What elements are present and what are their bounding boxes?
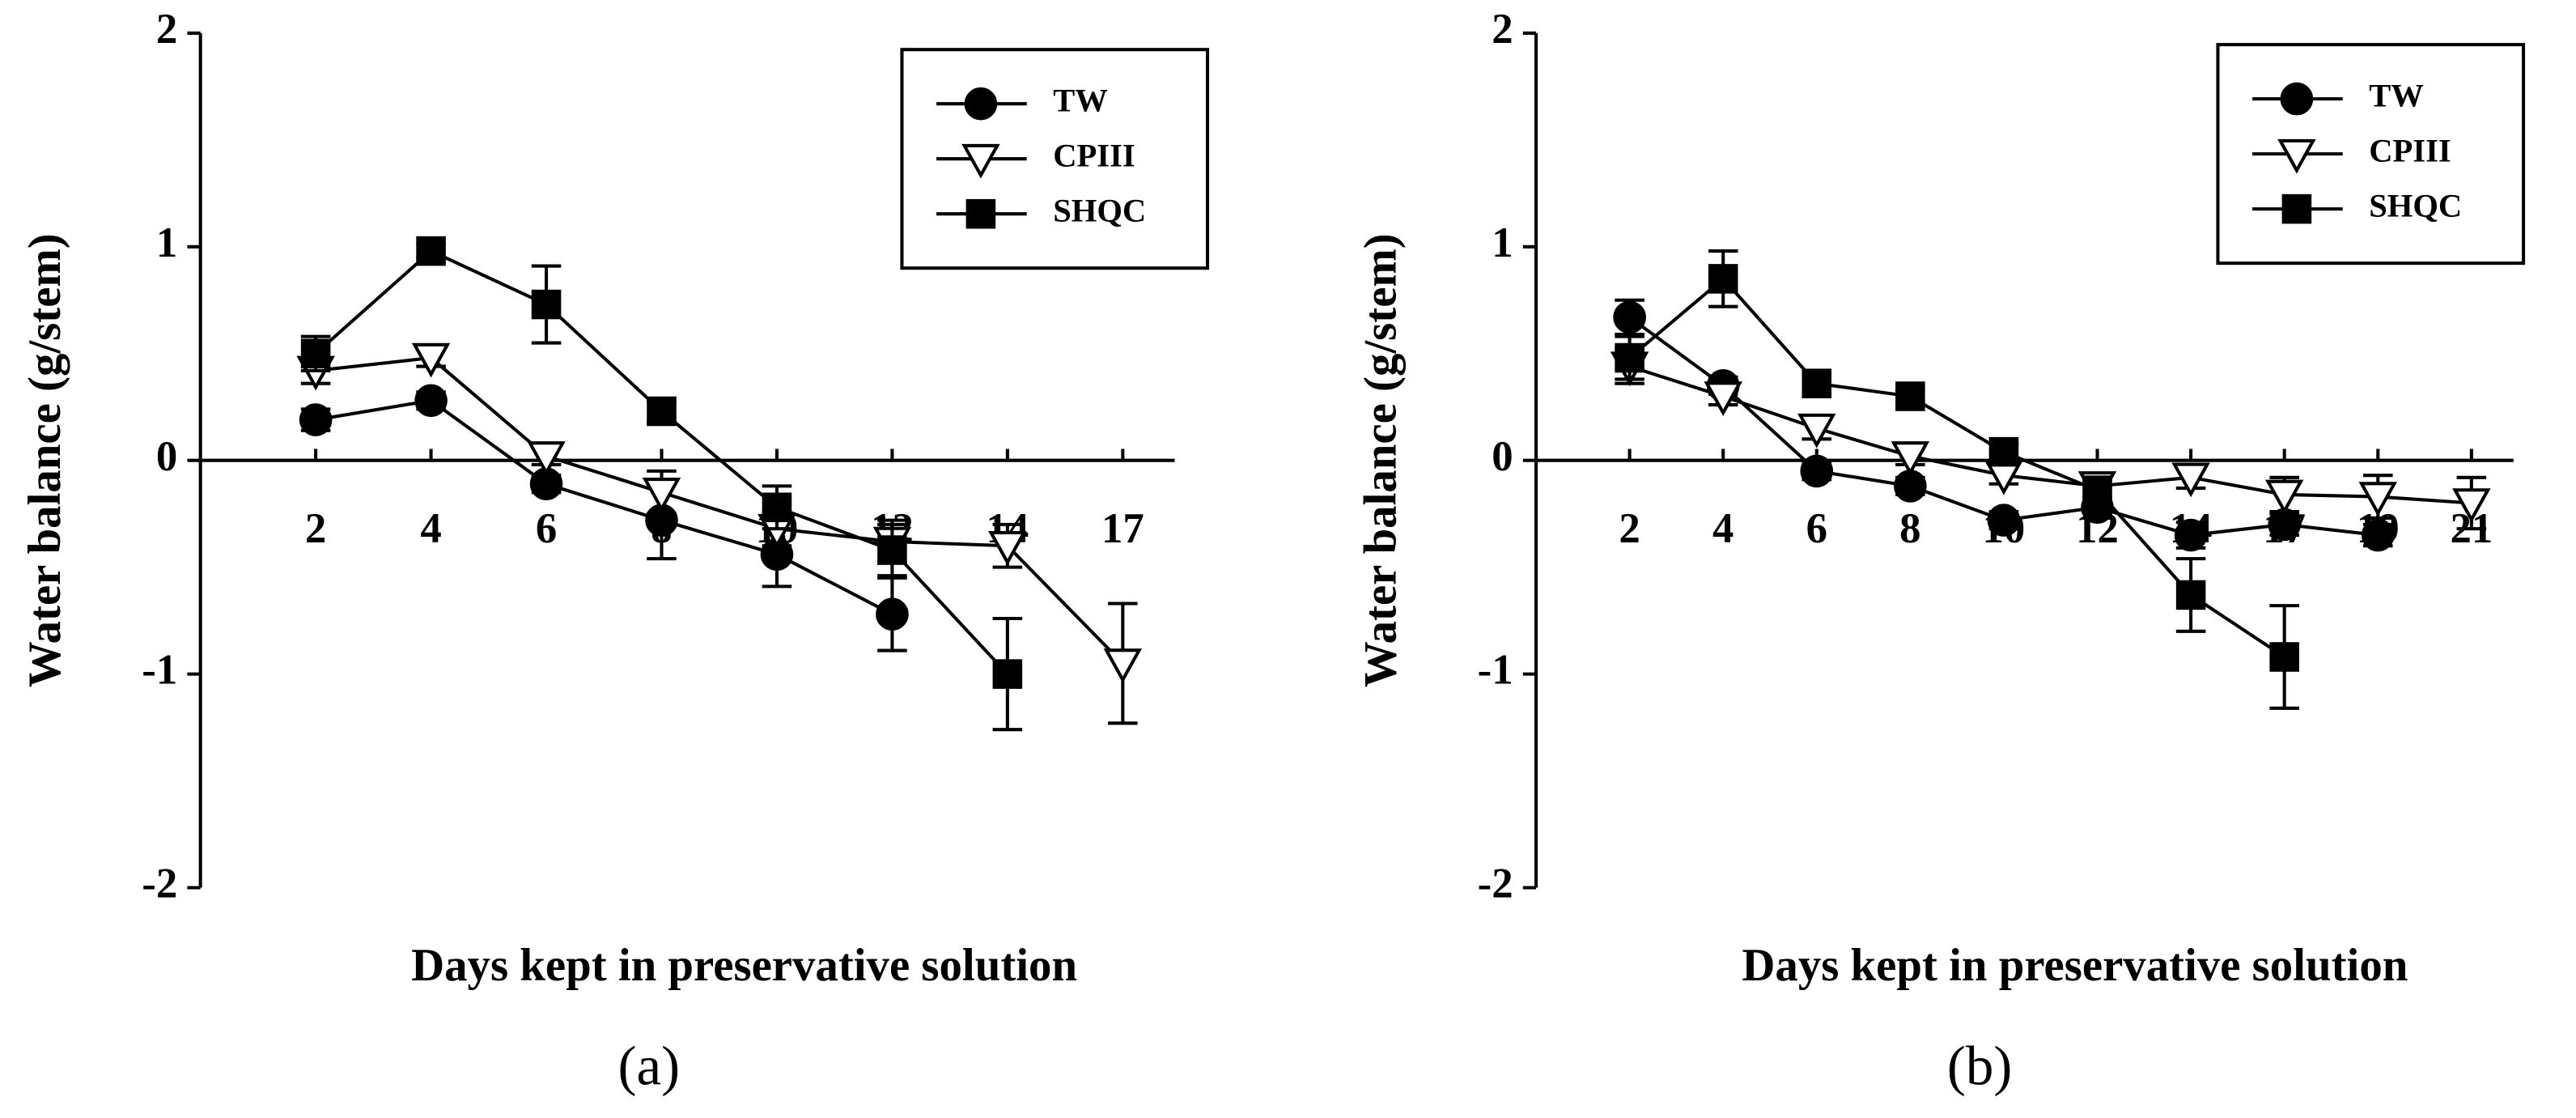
marker <box>992 659 1023 689</box>
marker <box>2171 462 2210 498</box>
marker <box>416 236 446 266</box>
legend-label: SHQC <box>1053 193 1146 229</box>
series-line <box>1628 364 2472 505</box>
marker <box>2175 580 2206 610</box>
marker <box>1895 381 1925 411</box>
marker <box>2264 479 2304 515</box>
x-tick-label: 6 <box>536 505 557 552</box>
marker <box>414 384 448 418</box>
x-tick-label: 2 <box>305 505 326 552</box>
marker <box>2269 642 2299 672</box>
marker <box>1615 342 1644 373</box>
marker <box>2361 518 2395 552</box>
marker <box>2277 138 2316 174</box>
y-tick-label: -2 <box>1478 861 1513 908</box>
marker <box>411 342 451 378</box>
marker <box>2280 82 2314 116</box>
y-tick-label: -2 <box>142 861 177 908</box>
y-tick-label: 0 <box>156 433 177 480</box>
x-tick-label: 4 <box>1712 505 1734 552</box>
y-tick-label: -1 <box>142 647 177 694</box>
marker <box>2452 488 2491 523</box>
marker <box>1613 300 1646 334</box>
marker <box>1802 368 1832 398</box>
legend-label: TW <box>2369 77 2424 113</box>
marker <box>1797 413 1836 448</box>
legend-label: TW <box>1053 83 1108 119</box>
legend-label: SHQC <box>2369 187 2462 223</box>
marker <box>531 289 562 320</box>
marker <box>2281 193 2312 224</box>
x-tick-label: 17 <box>1101 505 1144 552</box>
y-tick-label: 2 <box>156 6 177 53</box>
y-tick-label: 0 <box>1492 433 1513 480</box>
y-tick-label: 1 <box>1492 219 1513 266</box>
x-tick-label: 4 <box>420 505 441 552</box>
marker <box>762 492 792 523</box>
marker <box>1988 436 2019 467</box>
marker <box>647 396 677 427</box>
marker <box>964 87 998 121</box>
panel-label: (b) <box>1947 1035 2012 1097</box>
x-axis-title: Days kept in preservative solution <box>1742 940 2408 991</box>
marker <box>2082 475 2112 505</box>
x-tick-label: 8 <box>1899 505 1920 552</box>
marker <box>988 530 1027 566</box>
marker <box>527 441 566 476</box>
marker <box>1704 381 1742 417</box>
series-line <box>1628 276 2285 659</box>
series-line <box>1628 316 2379 538</box>
marker <box>965 198 996 229</box>
x-tick-label: 2 <box>1619 505 1640 552</box>
marker <box>2358 482 2398 517</box>
y-axis-title: Water balance (g/stem) <box>1355 233 1406 687</box>
legend-label: CPIII <box>1053 138 1135 174</box>
marker <box>642 478 681 512</box>
marker <box>877 535 907 565</box>
marker <box>2174 518 2208 552</box>
y-tick-label: 2 <box>1492 6 1513 53</box>
marker <box>1708 264 1738 294</box>
marker <box>300 338 331 369</box>
series-line <box>315 355 1124 665</box>
legend-label: CPIII <box>2369 132 2451 168</box>
y-axis-title: Water balance (g/stem) <box>19 233 70 687</box>
panel-label: (a) <box>618 1035 681 1097</box>
series-line <box>315 398 893 616</box>
marker <box>1800 454 1834 488</box>
marker <box>961 143 1000 179</box>
x-tick-label: 6 <box>1806 505 1827 552</box>
y-tick-label: -1 <box>1478 647 1513 694</box>
marker <box>876 597 909 631</box>
marker <box>1987 504 2021 537</box>
marker <box>1103 648 1143 683</box>
marker <box>299 403 333 436</box>
x-axis-title: Days kept in preservative solution <box>411 940 1077 991</box>
y-tick-label: 1 <box>156 219 177 266</box>
marker <box>1891 441 1930 476</box>
